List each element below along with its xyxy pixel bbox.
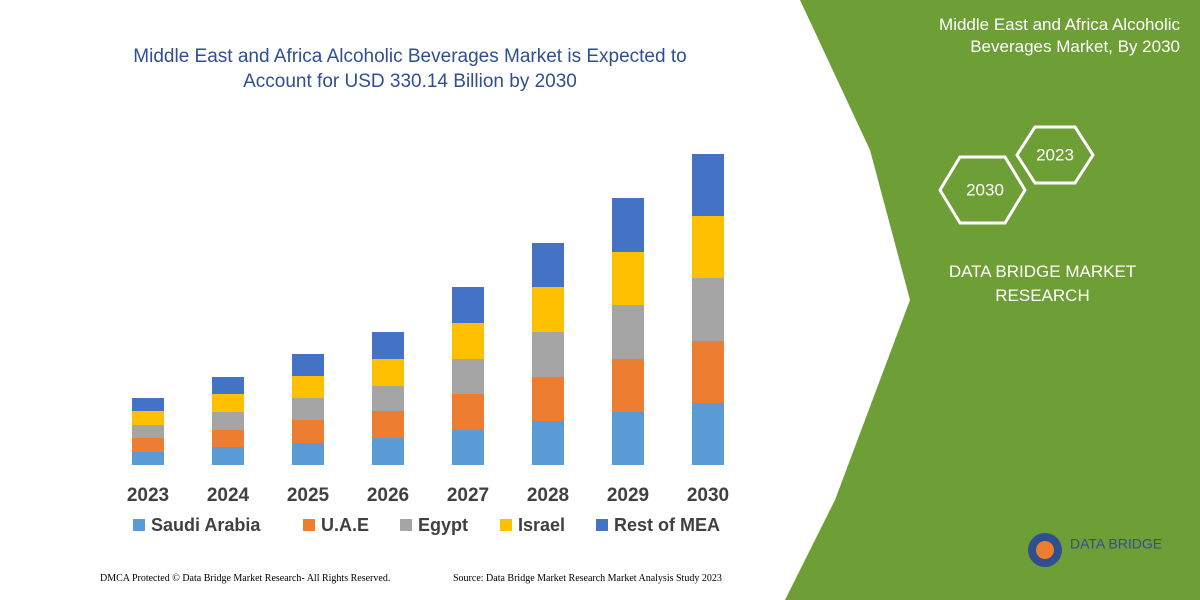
- bar-segment: [292, 443, 324, 465]
- bar-segment: [452, 323, 484, 359]
- bar-segment: [452, 287, 484, 323]
- legend-swatch: [500, 519, 512, 531]
- bar-segment: [452, 359, 484, 394]
- bar-segment: [212, 377, 244, 394]
- bar-segment: [132, 411, 164, 425]
- chart-title: Middle East and Africa Alcoholic Beverag…: [133, 46, 687, 92]
- bar-segment: [692, 341, 724, 403]
- side-panel-bg: [785, 0, 1200, 600]
- legend-label: Saudi Arabia: [151, 515, 261, 535]
- bar-segment: [372, 411, 404, 438]
- bar-segment: [132, 425, 164, 438]
- legend-swatch: [400, 519, 412, 531]
- bar-segment: [212, 394, 244, 412]
- x-tick-label: 2023: [127, 485, 169, 506]
- bar-segment: [532, 287, 564, 332]
- bar-segment: [372, 438, 404, 465]
- bar-segment: [612, 412, 644, 465]
- bar-segment: [212, 412, 244, 430]
- bar-segment: [692, 403, 724, 465]
- x-tick-label: 2028: [527, 485, 569, 506]
- bar-segment: [532, 377, 564, 421]
- legend-swatch: [133, 519, 145, 531]
- bar-segment: [292, 420, 324, 443]
- side-title: Middle East and Africa Alcoholic Beverag…: [939, 15, 1180, 56]
- x-tick-label: 2025: [287, 485, 330, 506]
- legend-label: Egypt: [418, 515, 468, 535]
- bar-segment: [292, 354, 324, 376]
- hexagon: [1015, 125, 1095, 185]
- bar-segment: [452, 394, 484, 430]
- logo-icon: [1036, 541, 1054, 559]
- bar-segment: [692, 278, 724, 341]
- bar-segment: [292, 398, 324, 420]
- bar-segment: [532, 421, 564, 465]
- logo-text: DATA BRIDGE: [1070, 536, 1162, 552]
- bar-segment: [612, 252, 644, 305]
- bar-segment: [612, 359, 644, 412]
- legend-label: U.A.E: [321, 515, 369, 535]
- brand: DATA BRIDGE MARKET RESEARCH: [948, 262, 1137, 305]
- bar-segment: [452, 430, 484, 465]
- bar-segment: [692, 216, 724, 278]
- x-tick-label: 2029: [607, 485, 649, 506]
- bar-segment: [692, 154, 724, 216]
- bar-segment: [372, 359, 404, 386]
- hexagon-label: 2023: [1036, 145, 1074, 164]
- bar-segment: [212, 430, 244, 447]
- legend-swatch: [303, 519, 315, 531]
- x-tick-label: 2026: [367, 485, 409, 506]
- bar-segment: [612, 198, 644, 252]
- bar-segment: [532, 243, 564, 287]
- x-tick-label: 2024: [207, 485, 250, 506]
- bar-segment: [132, 452, 164, 465]
- x-tick-label: 2030: [687, 485, 729, 506]
- footer-left: DMCA Protected © Data Bridge Market Rese…: [100, 573, 391, 584]
- bar-segment: [372, 332, 404, 359]
- bar-segment: [132, 398, 164, 411]
- bar-segment: [372, 386, 404, 411]
- bar-segment: [212, 447, 244, 465]
- bar-segment: [612, 305, 644, 359]
- bar-segment: [132, 438, 164, 452]
- hexagon-label: 2030: [966, 180, 1004, 199]
- hexagon: [938, 155, 1027, 225]
- footer-right: Source: Data Bridge Market Research Mark…: [453, 573, 722, 584]
- bar-segment: [292, 376, 324, 398]
- x-tick-label: 2027: [447, 485, 489, 506]
- legend-swatch: [596, 519, 608, 531]
- legend-label: Israel: [518, 515, 565, 535]
- legend-label: Rest of MEA: [614, 515, 720, 535]
- bar-segment: [532, 332, 564, 377]
